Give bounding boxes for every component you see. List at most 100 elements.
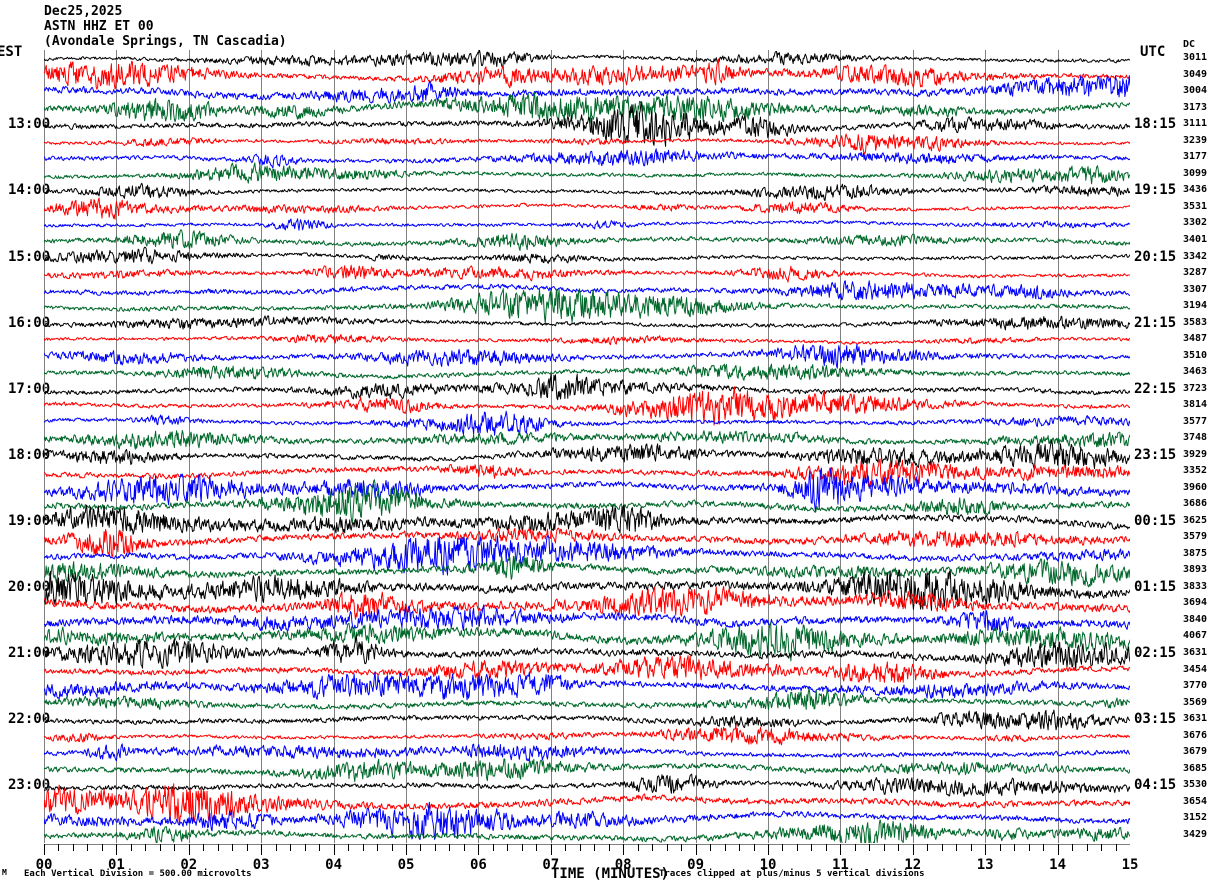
seismogram-trace: [44, 430, 1130, 450]
seismogram-trace: [44, 743, 1130, 762]
seismogram-trace: [44, 535, 1130, 576]
dc-value: 3463: [1183, 366, 1208, 378]
left-time-label: 17:00: [8, 380, 51, 397]
corner-mark: M: [2, 868, 7, 877]
left-timezone-label: EST: [0, 44, 23, 60]
right-time-label: 03:15: [1134, 711, 1177, 728]
seismogram-trace: [44, 783, 1130, 825]
dc-value: 3302: [1183, 217, 1208, 229]
x-axis-tick-label: 06: [469, 857, 487, 873]
right-time-label: 04:15: [1134, 777, 1177, 794]
seismogram-trace: [44, 709, 1130, 731]
header-channel: ASTN HHZ ET 00: [44, 19, 154, 34]
right-time-label: 21:15: [1134, 314, 1177, 331]
seismogram-trace: [44, 773, 1130, 797]
right-timezone-label: UTC: [1140, 44, 1166, 60]
right-time-label: 19:15: [1134, 182, 1177, 199]
clip-note: Traces clipped at plus/minus 5 vertical …: [659, 869, 925, 879]
x-axis-tick-label: 10: [759, 857, 777, 873]
seismogram-trace: [44, 229, 1130, 251]
x-axis-tick-label: 13: [976, 857, 994, 873]
left-time-label: 22:00: [8, 711, 51, 728]
seismogram-trace: [44, 504, 1130, 535]
left-time-label: 16:00: [8, 314, 51, 331]
seismogram-trace: [44, 288, 1130, 324]
seismogram-trace: [44, 280, 1130, 301]
seismogram-trace: [44, 688, 1130, 711]
x-axis-tick-label: 03: [252, 857, 270, 873]
seismogram-plot[interactable]: [44, 50, 1130, 843]
dc-value: 3840: [1183, 613, 1208, 625]
dc-value: 3569: [1183, 696, 1208, 708]
right-time-label: 23:15: [1134, 446, 1177, 463]
seismogram-trace: [44, 246, 1130, 265]
left-time-label: 20:00: [8, 578, 51, 595]
right-time-label: 00:15: [1134, 512, 1177, 529]
dc-value: 3049: [1183, 68, 1208, 80]
dc-value: 3510: [1183, 349, 1208, 361]
seismogram-trace: [44, 439, 1130, 471]
dc-value: 3625: [1183, 514, 1208, 526]
dc-value: 3694: [1183, 597, 1208, 609]
dc-value: 3960: [1183, 481, 1208, 493]
dc-value: 3401: [1183, 233, 1208, 245]
seismogram-trace: [44, 458, 1130, 488]
dc-value: 3893: [1183, 564, 1208, 576]
left-time-label: 13:00: [8, 116, 51, 133]
seismogram-trace: [44, 410, 1130, 436]
right-time-label: 18:15: [1134, 116, 1177, 133]
x-axis-tick-label: 00: [35, 857, 53, 873]
dc-value: 3239: [1183, 134, 1208, 146]
seismogram-canvas: [44, 50, 1130, 843]
x-axis-tick-label: 07: [542, 857, 560, 873]
seismogram-trace: [44, 182, 1130, 201]
seismogram-trace: [44, 133, 1130, 155]
left-time-label: 21:00: [8, 645, 51, 661]
scale-note: Each Vertical Division = 500.00 microvol…: [24, 869, 252, 879]
dc-value: 3631: [1183, 647, 1208, 658]
seismogram-trace: [44, 75, 1130, 104]
right-time-label: 02:15: [1134, 645, 1177, 661]
dc-value: 3099: [1183, 167, 1208, 179]
seismogram-trace: [44, 50, 1130, 68]
dc-value: 3436: [1183, 184, 1208, 196]
right-time-label: 22:15: [1134, 380, 1177, 397]
dc-value: 4067: [1183, 630, 1208, 642]
left-time-label: 19:00: [8, 512, 51, 529]
right-time-label: 01:15: [1134, 578, 1177, 595]
seismogram-trace: [44, 526, 1130, 557]
seismogram-trace: [44, 819, 1130, 843]
dc-value: 3487: [1183, 333, 1208, 345]
seismogram-trace: [44, 162, 1130, 185]
seismogram-trace: [44, 148, 1130, 169]
seismogram-trace: [44, 334, 1130, 346]
seismogram-trace: [44, 724, 1130, 746]
seismogram-trace: [44, 343, 1130, 369]
dc-value: 3748: [1183, 432, 1208, 444]
dc-value: 3833: [1183, 580, 1208, 592]
dc-value: 3579: [1183, 531, 1208, 543]
dc-value: 3654: [1183, 795, 1208, 807]
left-time-label: 23:00: [8, 777, 51, 794]
seismogram-trace: [44, 554, 1130, 588]
seismogram-trace: [44, 218, 1130, 231]
x-axis-tick-label: 09: [687, 857, 705, 873]
dc-value: 3152: [1183, 812, 1208, 824]
header-site: (Avondale Springs, TN Cascadia): [44, 34, 287, 49]
seismogram-trace: [44, 58, 1130, 90]
seismogram-trace: [44, 197, 1130, 220]
dc-value: 3875: [1183, 547, 1208, 559]
seismogram-trace: [44, 467, 1130, 513]
seismogram-trace: [44, 264, 1130, 283]
dc-value: 3583: [1183, 316, 1208, 328]
x-axis-tick-label: 14: [1049, 857, 1067, 873]
seismogram-trace: [44, 635, 1130, 671]
seismogram-trace: [44, 622, 1130, 662]
x-axis-tick-label: 01: [107, 857, 125, 873]
seismogram-trace: [44, 479, 1130, 524]
dc-value: 3770: [1183, 680, 1208, 692]
seismogram-trace: [44, 801, 1130, 841]
x-axis-tick-label: 15: [1121, 857, 1139, 873]
dc-value: 3676: [1183, 729, 1208, 741]
